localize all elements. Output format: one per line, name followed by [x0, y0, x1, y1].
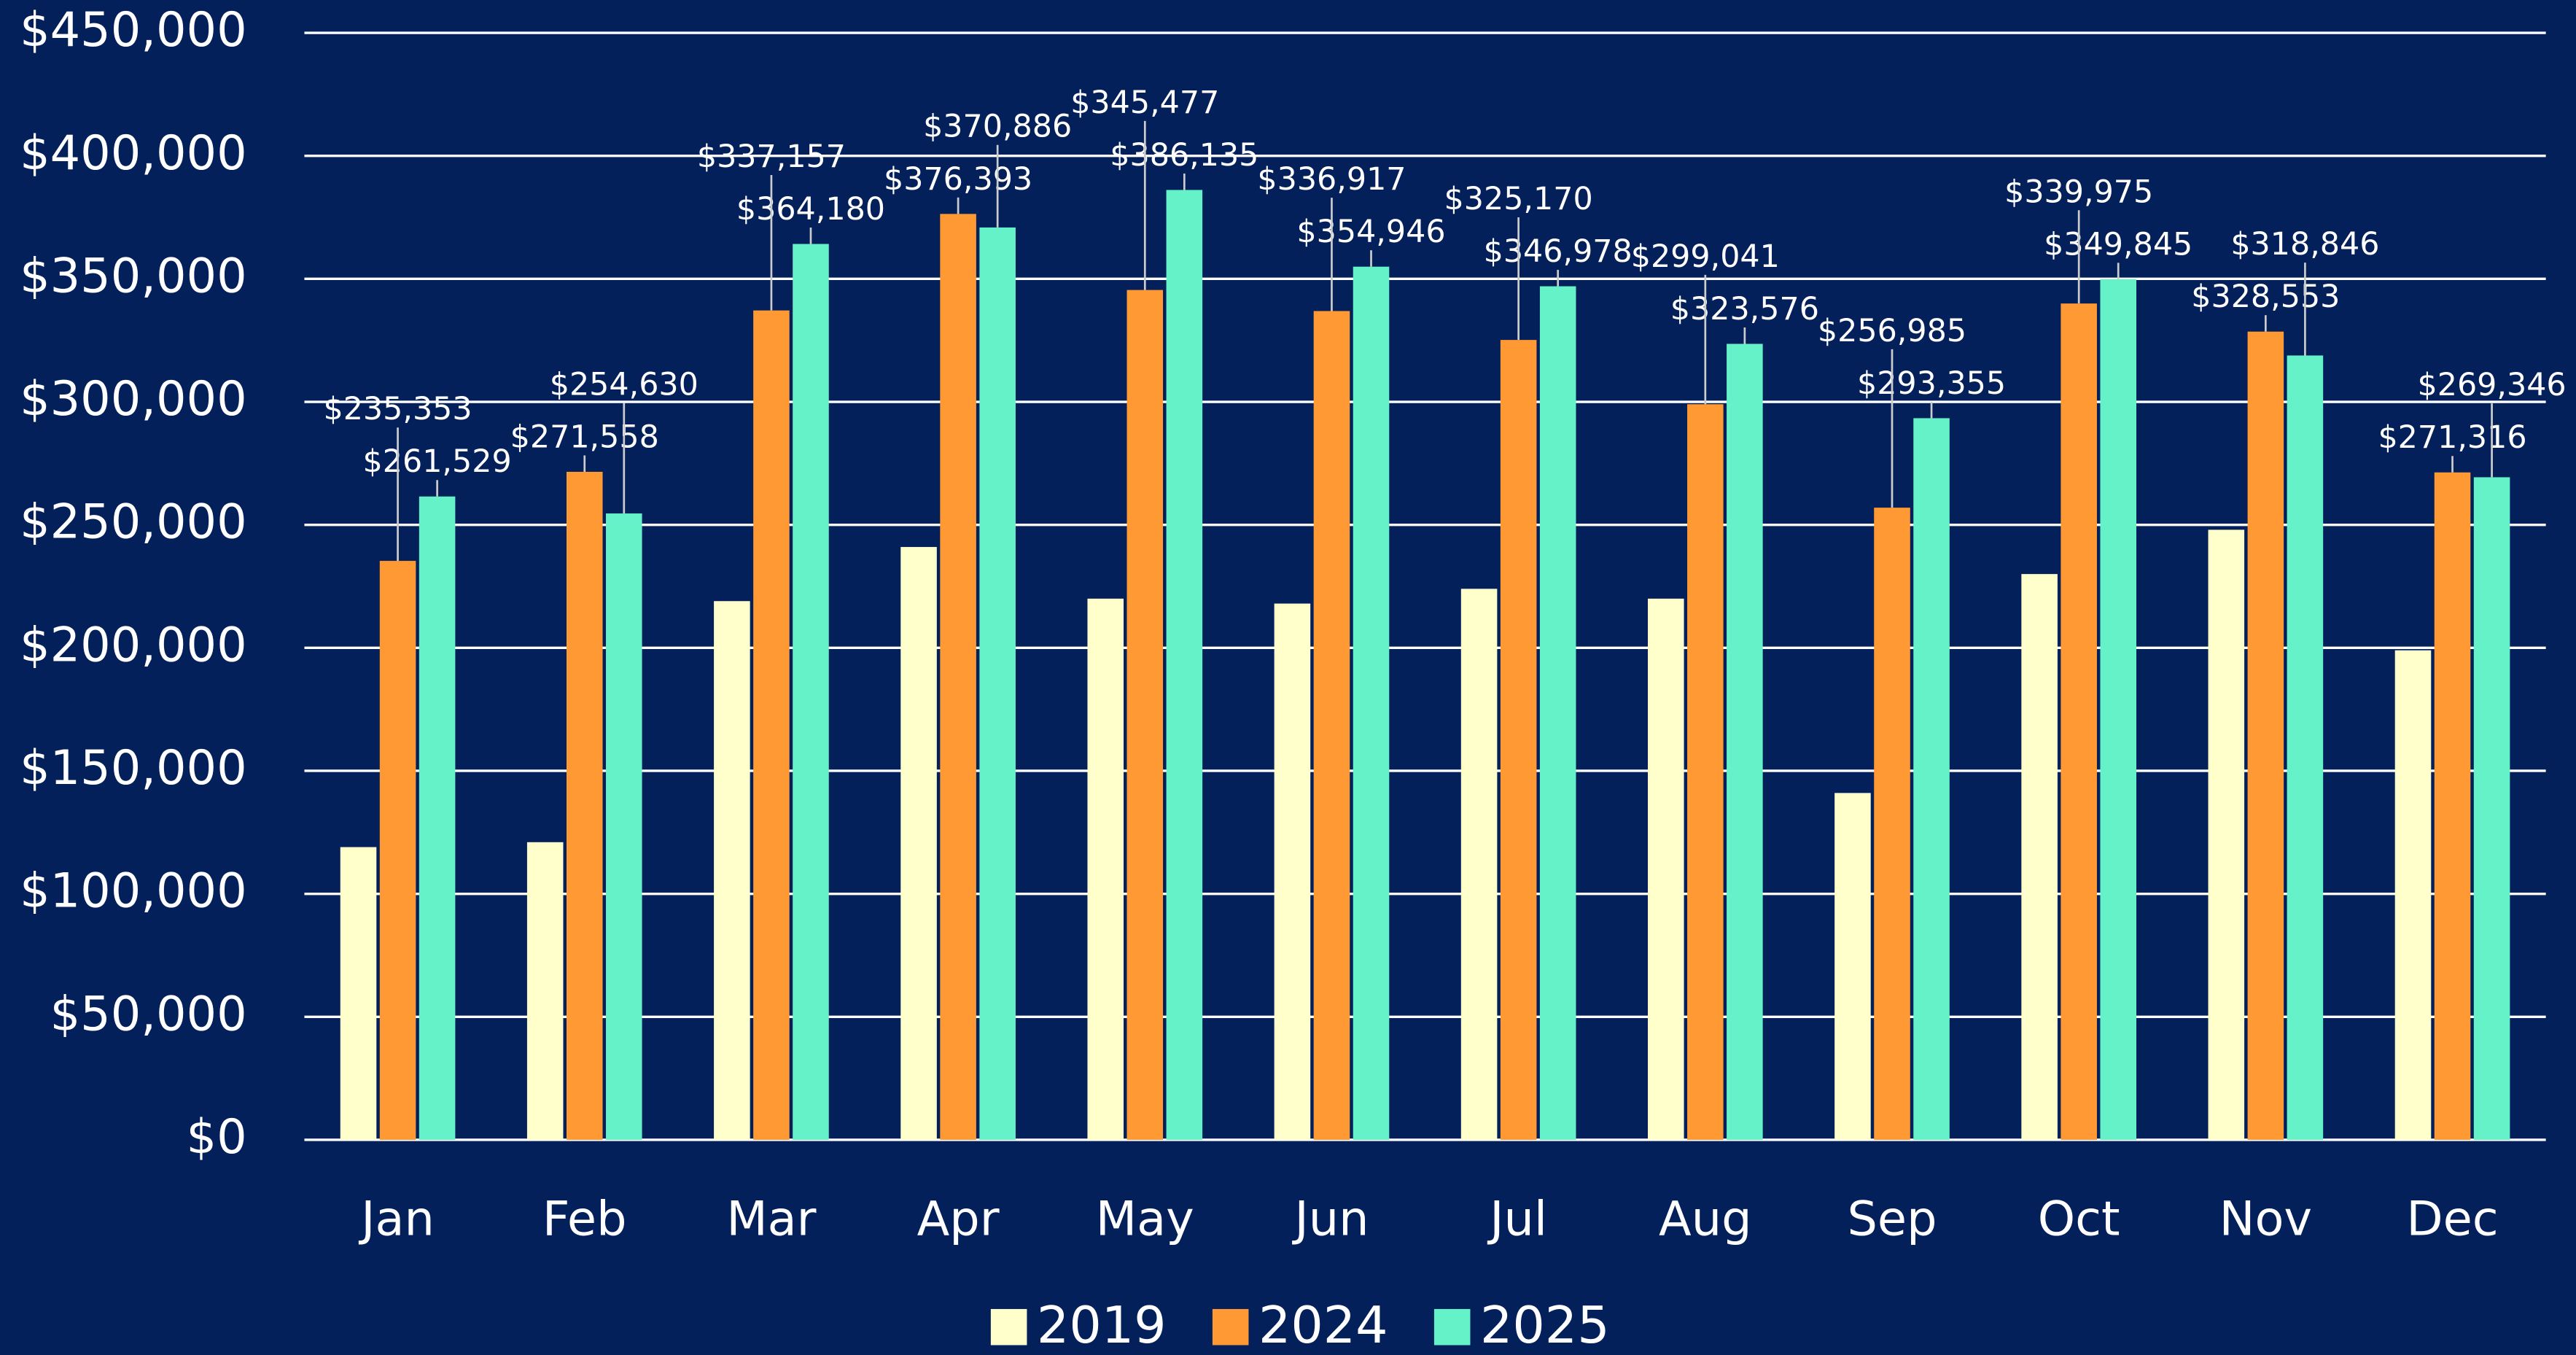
data-label: $293,355 — [1857, 365, 2006, 402]
bar — [2394, 650, 2432, 1140]
data-label: $328,553 — [2191, 279, 2340, 315]
data-label: $323,576 — [1670, 291, 1819, 327]
bar — [1353, 266, 1390, 1140]
x-tick-label: Dec — [2406, 1192, 2498, 1247]
data-label: $271,558 — [510, 419, 659, 455]
legend-label: 2025 — [1480, 1296, 1610, 1355]
data-label: $256,985 — [1818, 313, 1966, 349]
bar — [606, 513, 642, 1140]
bar — [2208, 529, 2245, 1140]
data-label: $376,393 — [884, 161, 1032, 198]
x-tick-label: Mar — [726, 1192, 816, 1247]
data-label: $354,946 — [1296, 214, 1445, 250]
y-tick-label: $450,000 — [20, 2, 247, 58]
bar — [2287, 355, 2324, 1140]
x-tick-label: Nov — [2219, 1192, 2312, 1247]
data-label: $349,845 — [2044, 226, 2192, 263]
bar — [940, 214, 976, 1140]
y-tick-label: $350,000 — [20, 248, 247, 303]
y-tick-label: $0 — [187, 1109, 247, 1165]
bar — [379, 561, 416, 1140]
data-label: $345,477 — [1070, 85, 1219, 121]
bar — [1727, 343, 1763, 1140]
bar — [1539, 286, 1576, 1140]
bar — [979, 227, 1016, 1140]
bar — [340, 847, 377, 1140]
data-label: $261,529 — [363, 443, 512, 480]
data-label: $254,630 — [550, 366, 699, 403]
bar — [419, 496, 456, 1140]
data-label: $386,135 — [1110, 137, 1258, 174]
data-label: $271,316 — [2378, 419, 2526, 456]
bar — [1500, 340, 1537, 1140]
bar — [1834, 793, 1871, 1140]
bar — [2100, 279, 2137, 1140]
bar — [2021, 574, 2058, 1140]
data-label: $318,846 — [2230, 226, 2379, 263]
data-label: $235,353 — [323, 391, 472, 427]
x-tick-label: Jul — [1487, 1192, 1547, 1247]
x-tick-label: Jan — [358, 1192, 435, 1247]
x-tick-label: Aug — [1659, 1192, 1752, 1247]
y-tick-label: $300,000 — [20, 371, 247, 427]
data-label: $370,886 — [923, 109, 1072, 145]
legend-swatch — [1212, 1308, 1249, 1346]
legend-label: 2024 — [1258, 1296, 1388, 1355]
bar — [2247, 331, 2284, 1140]
bar — [1274, 603, 1311, 1140]
data-label: $346,978 — [1484, 233, 1633, 270]
data-label: $269,346 — [2418, 367, 2567, 403]
bar — [1913, 418, 1950, 1140]
legend-swatch — [990, 1308, 1027, 1346]
bar — [714, 601, 750, 1140]
bar — [1687, 404, 1724, 1140]
bar — [566, 471, 603, 1140]
bar — [1166, 190, 1203, 1140]
bar — [1313, 311, 1350, 1140]
legend-label: 2019 — [1037, 1296, 1167, 1355]
x-tick-label: Sep — [1847, 1192, 1937, 1247]
x-tick-label: Feb — [542, 1192, 627, 1247]
data-label: $337,157 — [697, 139, 846, 175]
y-tick-label: $100,000 — [20, 863, 247, 919]
bar — [2434, 472, 2471, 1140]
bar — [1460, 589, 1498, 1140]
data-label: $339,975 — [2004, 174, 2153, 210]
y-tick-label: $400,000 — [20, 125, 247, 181]
x-tick-label: Apr — [917, 1192, 1000, 1247]
bar — [753, 310, 790, 1140]
x-tick-label: Jun — [1291, 1192, 1369, 1247]
bar — [1874, 508, 1910, 1140]
bar — [2061, 303, 2097, 1140]
bar — [1126, 290, 1164, 1140]
y-tick-label: $250,000 — [20, 494, 247, 550]
x-tick-label: Oct — [2038, 1192, 2120, 1247]
y-tick-label: $200,000 — [20, 617, 247, 672]
x-tick-label: May — [1096, 1192, 1194, 1247]
bar — [1647, 598, 1684, 1140]
bar — [526, 842, 564, 1140]
y-tick-label: $50,000 — [50, 986, 247, 1041]
legend-swatch — [1433, 1308, 1471, 1346]
bar — [2473, 477, 2510, 1140]
data-label: $325,170 — [1444, 181, 1593, 217]
data-label: $299,041 — [1631, 238, 1780, 275]
bar — [1087, 598, 1124, 1140]
data-label: $336,917 — [1257, 161, 1406, 198]
bar — [793, 244, 829, 1140]
y-tick-label: $150,000 — [20, 740, 247, 796]
data-label: $364,180 — [736, 191, 885, 228]
bar — [900, 547, 937, 1140]
